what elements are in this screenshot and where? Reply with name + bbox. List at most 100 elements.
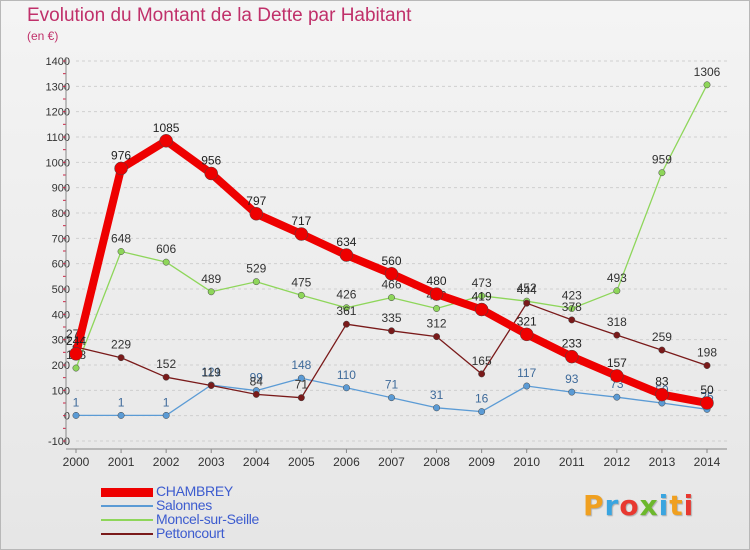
data-point [658, 346, 666, 354]
x-tick-label: 2009 [468, 455, 495, 469]
data-point [519, 327, 534, 342]
data-label: 452 [517, 281, 537, 295]
legend: CHAMBREY Salonnes Moncel-sur-Seille Pettonc… [101, 483, 401, 541]
data-label: 976 [111, 148, 131, 162]
y-tick-label: 200 [52, 360, 70, 372]
data-label: 312 [427, 317, 447, 331]
data-label: 121 [201, 365, 221, 379]
legend-swatch [101, 488, 153, 497]
data-label: 529 [246, 262, 266, 276]
data-label: 321 [517, 314, 537, 328]
data-label: 634 [336, 235, 356, 249]
data-point [162, 411, 170, 419]
y-grid: -100 0 100 200 300 400 500 600 700 800 900 1000 1100… [46, 56, 727, 448]
data-label: 475 [291, 275, 311, 289]
data-point [565, 349, 579, 364]
data-label: 560 [381, 254, 401, 268]
data-label: 233 [562, 337, 582, 351]
x-tick-label: 2005 [288, 455, 315, 469]
data-point [658, 169, 666, 177]
data-label: 229 [111, 338, 131, 352]
y-tick-label: 1400 [46, 56, 70, 68]
data-label: 16 [475, 392, 489, 406]
data-point [568, 305, 576, 312]
data-label: 157 [607, 356, 627, 370]
data-point [252, 278, 260, 286]
data-label: 50 [700, 383, 714, 397]
line-chart: -100 0 100 200 300 400 500 600 700 800 900 1000 1100… [46, 56, 727, 469]
data-point [249, 207, 264, 221]
data-label: 956 [201, 153, 221, 167]
data-label: 717 [291, 214, 311, 228]
data-label: 493 [607, 271, 627, 285]
x-tick-label: 2004 [243, 455, 270, 469]
legend-item-pettoncourt: Pettoncourt [101, 525, 401, 541]
data-label: 71 [295, 378, 309, 392]
data-point [613, 331, 621, 339]
y-tick-label: 1100 [46, 132, 70, 144]
data-point [162, 258, 170, 266]
data-point [523, 299, 531, 307]
data-label: 361 [336, 304, 356, 318]
data-label: 335 [381, 311, 401, 325]
data-label: 244 [66, 334, 86, 348]
data-label: 119 [202, 366, 221, 380]
proxiti-logo: Proxiti [583, 489, 695, 522]
x-tick-label: 2006 [333, 455, 360, 469]
data-point [297, 394, 305, 402]
data-label: 1085 [153, 121, 180, 135]
data-label: 466 [381, 278, 401, 292]
data-label: 84 [250, 374, 264, 388]
x-ticks: 2000 2001 2002 2003 2004 2005 2006 2007 2008 2009… [63, 449, 721, 469]
data-point [294, 227, 309, 241]
data-label: 426 [336, 288, 356, 302]
y-tick-label: 600 [52, 259, 70, 271]
unit-label: (en €) [27, 29, 59, 43]
data-label: 378 [562, 300, 582, 314]
data-label: 444 [517, 283, 537, 297]
data-point [204, 166, 218, 181]
data-point [478, 370, 486, 378]
data-point [568, 316, 576, 324]
data-label: 1306 [694, 65, 721, 79]
y-tick-label: 400 [52, 309, 70, 321]
data-label: 1 [163, 395, 170, 409]
x-tick-label: 2013 [649, 455, 676, 469]
y-tick-label: 0 [64, 411, 70, 423]
chart-title: Evolution du Montant de la Dette par Hab… [27, 5, 412, 26]
y-tick-label: 1200 [46, 107, 70, 119]
data-label: 797 [246, 194, 266, 208]
series-chambrey: 244 976 1085 956 797 717 634 560 480 419 321 233 157… [66, 121, 714, 410]
data-point [433, 404, 441, 412]
x-tick-label: 2001 [108, 455, 135, 469]
data-point [72, 364, 80, 372]
data-label: 93 [565, 372, 579, 386]
data-label: 489 [201, 272, 221, 286]
data-label: 99 [250, 371, 264, 385]
data-point [429, 287, 444, 301]
data-label: 31 [430, 388, 444, 402]
data-label: 419 [472, 290, 492, 304]
y-tick-label: 100 [52, 385, 70, 397]
legend-label: CHAMBREY [156, 483, 233, 499]
x-tick-label: 2000 [63, 455, 90, 469]
data-label: 152 [156, 357, 176, 371]
data-label: 1 [73, 395, 80, 409]
data-point [252, 390, 260, 398]
data-point [700, 396, 714, 410]
data-point [523, 382, 531, 390]
data-point [703, 81, 711, 89]
data-point [72, 411, 80, 419]
x-tick-label: 2008 [423, 455, 450, 469]
data-point [297, 374, 305, 382]
data-point [297, 291, 305, 299]
data-point [342, 384, 350, 392]
data-point [613, 287, 621, 295]
x-tick-label: 2007 [378, 455, 405, 469]
data-label: 148 [291, 358, 311, 372]
data-point [433, 305, 441, 312]
data-label: 117 [517, 366, 536, 380]
data-label: 606 [156, 242, 176, 256]
legend-swatch [101, 533, 153, 535]
